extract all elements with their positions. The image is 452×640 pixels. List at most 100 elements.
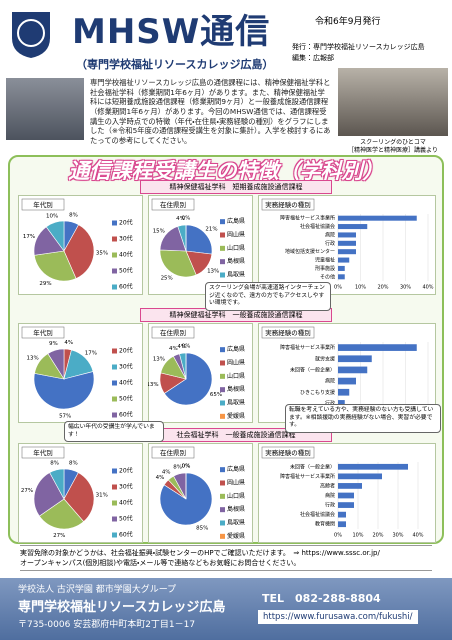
- legend-label: 山口県: [227, 492, 245, 500]
- bar: [338, 215, 417, 221]
- slice-label: 0%: [182, 344, 191, 350]
- panel-title-box: [21, 198, 65, 211]
- footer-address: 〒735-0006 安芸郡府中町本町2丁目1－17: [18, 620, 196, 630]
- pie-slice: [185, 224, 213, 255]
- legend-swatch: [220, 245, 225, 251]
- panel-title-box: [151, 326, 195, 339]
- section-heading: 精神保健福祉学科 短期養成施設通信課程: [140, 180, 332, 194]
- pie-slice: [33, 250, 77, 282]
- legend-swatch: [112, 532, 117, 538]
- legend-swatch: [220, 360, 225, 366]
- panel-title: 在住県別: [160, 200, 186, 209]
- legend-label: 岡山県: [227, 359, 245, 367]
- banner: 通信課程受講生の特徴（学科別）: [68, 159, 384, 183]
- panel-title: 実務経験の種別: [265, 328, 311, 337]
- slice-label: 8%: [173, 465, 182, 471]
- legend-swatch: [112, 380, 117, 386]
- pie-slice: [38, 498, 85, 530]
- legend-swatch: [220, 507, 225, 513]
- x-tick-label: 30%: [392, 533, 403, 539]
- slice-label: 27%: [53, 533, 65, 539]
- bar: [338, 483, 362, 489]
- panel-title: 年代別: [33, 200, 53, 209]
- panel-title: 実務経験の種別: [265, 200, 311, 209]
- footer-url[interactable]: https://www.furusawa.com/fukushi/: [258, 610, 418, 624]
- pie-slice: [63, 472, 95, 523]
- slice-label: 8%: [50, 461, 59, 467]
- subtitle: （専門学校福祉リソースカレッジ広島）: [76, 58, 274, 71]
- y-tick-label: 病院: [325, 492, 335, 499]
- y-tick-label: 行政: [325, 400, 335, 407]
- panel-title: 年代別: [33, 448, 53, 457]
- legend-label: 50代: [119, 267, 133, 275]
- x-tick-label: 40%: [422, 285, 433, 291]
- slice-label: 57%: [59, 413, 71, 419]
- slice-label: 4%: [177, 344, 186, 350]
- chart: 実務経験の種別 0% 10% 20% 30% 40% 障害福祉サービス事業所社会福祉協議会病…: [258, 195, 436, 295]
- chart: 年代別 4% 17% 57% 13% 9% 20代 30代 40代 50代 60代: [18, 323, 143, 423]
- legend-label: 島根県: [227, 505, 245, 513]
- slice-label: 27%: [21, 488, 33, 494]
- y-tick-label: 障害福祉サービス事業所: [280, 344, 335, 351]
- y-tick-label: 社会福祉協議会: [300, 511, 335, 518]
- slice-label: 4%: [64, 340, 73, 346]
- callout: スクーリング会場が高速道路インターチェンジ近くなので、遠方の方でもアクセスしやす…: [205, 282, 331, 311]
- panel-title-box: [21, 326, 65, 339]
- legend-swatch: [112, 220, 117, 226]
- slice-label: 0%: [182, 464, 191, 470]
- slice-label: 17%: [85, 350, 97, 356]
- legend-label: 60代: [119, 531, 133, 539]
- x-tick-label: 10%: [352, 533, 363, 539]
- date: 令和6年9月発行: [315, 17, 381, 27]
- y-tick-label: 児童福祉: [315, 257, 335, 264]
- panel-title: 在住県別: [160, 448, 186, 457]
- pie-slice: [63, 224, 95, 279]
- slice-label: 21%: [205, 227, 217, 233]
- legend-label: 山口県: [227, 244, 245, 252]
- slice-label: 4%: [156, 475, 165, 481]
- publisher: 発行：専門学校福祉リソースカレッジ広島: [292, 43, 425, 51]
- bar: [338, 274, 345, 280]
- slice-label: 25%: [161, 276, 173, 282]
- slice-label: 0%: [182, 216, 191, 222]
- legend-swatch: [112, 468, 117, 474]
- legend-swatch: [220, 347, 225, 353]
- bar: [338, 366, 368, 374]
- bar: [338, 473, 382, 480]
- legend-label: 鳥取県: [227, 271, 245, 279]
- x-tick-label: 40%: [412, 533, 423, 539]
- pie-slice: [33, 371, 95, 410]
- slice-label: 13%: [148, 382, 159, 388]
- x-tick-label: 20%: [377, 285, 388, 291]
- slice-label: 65%: [210, 392, 222, 398]
- footer-tel: TEL 082-288-8804: [262, 592, 381, 605]
- x-tick-label: 20%: [372, 533, 383, 539]
- footer-school: 専門学校福祉リソースカレッジ広島: [18, 600, 226, 615]
- legend-label: 岡山県: [227, 479, 245, 487]
- legend-swatch: [220, 387, 225, 393]
- legend-swatch: [112, 236, 117, 242]
- panel-title-box: [21, 446, 65, 459]
- caption-line: スクーリングのひとコマ: [360, 139, 426, 146]
- y-tick-label: 未回答（一般企業）: [290, 366, 335, 373]
- legend-label: 60代: [119, 411, 133, 419]
- slice-label: 15%: [153, 229, 165, 235]
- slice-label: 85%: [196, 525, 208, 531]
- legend-label: 20代: [119, 347, 133, 355]
- slice-label: 17%: [23, 234, 35, 240]
- y-tick-label: 社会福祉協議会: [300, 223, 335, 230]
- slice-label: 10%: [46, 213, 58, 219]
- x-tick-label: 0%: [334, 533, 342, 539]
- bar: [338, 224, 368, 230]
- callout: 幅広い年代の受講生が学んでいます！: [64, 421, 164, 443]
- y-tick-label: 障害福祉サービス事業所: [280, 473, 335, 480]
- panel-title-box: [151, 198, 195, 211]
- legend-swatch: [220, 480, 225, 486]
- x-tick-label: 30%: [400, 285, 411, 291]
- panel-title: 年代別: [33, 328, 53, 337]
- legend-swatch: [220, 259, 225, 265]
- legend-swatch: [112, 268, 117, 274]
- logo: [12, 12, 50, 58]
- title: MHSW通信: [72, 12, 271, 52]
